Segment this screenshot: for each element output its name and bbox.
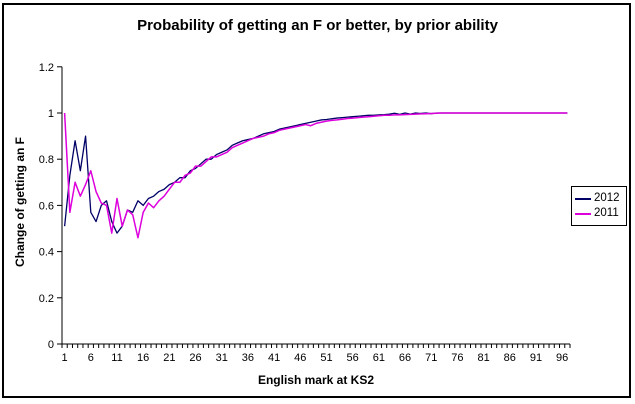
x-tick-label: 31 bbox=[216, 352, 228, 364]
x-tick-label: 96 bbox=[556, 352, 568, 364]
x-tick-label: 46 bbox=[294, 352, 306, 364]
y-tick-label: 0.6 bbox=[39, 200, 54, 212]
chart-title: Probability of getting an F or better, b… bbox=[137, 17, 498, 34]
legend-label-2011: 2011 bbox=[594, 207, 619, 219]
y-tick-label: 1 bbox=[48, 108, 54, 120]
series-line-2011 bbox=[63, 112, 568, 239]
x-tick-label: 66 bbox=[399, 352, 411, 364]
x-tick-label: 61 bbox=[373, 352, 385, 364]
y-tick-label: 0.4 bbox=[39, 247, 54, 259]
x-tick-label: 41 bbox=[268, 352, 280, 364]
x-axis-title: English mark at KS2 bbox=[257, 373, 375, 387]
legend-line-2012-icon bbox=[575, 197, 591, 200]
y-tick-label: 0.2 bbox=[39, 293, 54, 305]
y-axis-title: Change of getting an F bbox=[13, 137, 27, 267]
x-tick-label: 6 bbox=[88, 352, 94, 364]
x-tick-label: 21 bbox=[163, 352, 175, 364]
x-tick-label: 86 bbox=[504, 352, 516, 364]
x-tick-label: 81 bbox=[477, 352, 489, 364]
legend-label-2012: 2012 bbox=[594, 192, 620, 204]
x-tick-label: 1 bbox=[62, 352, 68, 364]
series-line-2012 bbox=[63, 112, 568, 234]
x-tick-label: 11 bbox=[111, 352, 122, 364]
x-tick-label: 76 bbox=[451, 352, 463, 364]
x-tick-label: 26 bbox=[189, 352, 201, 364]
x-tick-label: 51 bbox=[320, 352, 332, 364]
x-tick-label: 91 bbox=[530, 352, 542, 364]
x-tick-label: 36 bbox=[242, 352, 254, 364]
y-tick-label: 0.8 bbox=[39, 154, 54, 166]
legend-line-2011-icon bbox=[575, 212, 591, 215]
x-tick-label: 16 bbox=[137, 352, 149, 364]
legend: 2012 2011 bbox=[571, 186, 627, 226]
x-tick-label: 71 bbox=[425, 352, 437, 364]
legend-item-2011: 2011 bbox=[575, 206, 622, 221]
legend-item-2012: 2012 bbox=[575, 191, 622, 206]
x-tick-label: 56 bbox=[347, 352, 359, 364]
y-tick-label: 1.2 bbox=[39, 62, 54, 74]
y-tick-label: 0 bbox=[48, 339, 54, 351]
